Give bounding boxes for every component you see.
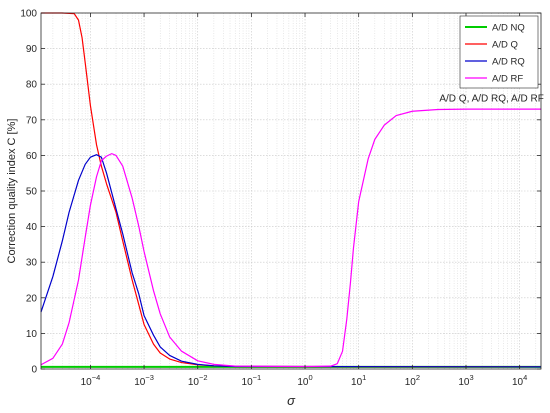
legend-label: A/D RF <box>492 74 523 85</box>
x-tick-label: 10−2 <box>188 373 208 388</box>
x-axis-title: σ <box>287 393 296 408</box>
y-tick-label: 70 <box>26 115 38 126</box>
x-tick-label: 104 <box>512 373 527 388</box>
x-tick-label: 10−4 <box>81 373 101 388</box>
x-tick-label: 101 <box>351 373 366 388</box>
series-line-a-d-q <box>41 12 542 368</box>
legend-label: A/D Q <box>492 40 518 51</box>
series-line-a-d-rf <box>40 108 541 368</box>
x-tick-label: 100 <box>297 373 312 388</box>
y-tick-label: 60 <box>26 151 38 162</box>
x-tick-label: 103 <box>458 373 473 388</box>
x-tick-label: 102 <box>405 373 420 388</box>
grid-lines <box>41 13 541 369</box>
y-tick-label: 20 <box>26 293 38 304</box>
legend: A/D NQ A/D Q A/D RQ A/D RF <box>459 15 539 89</box>
y-tick-label: 90 <box>26 44 38 55</box>
y-tick-label: 10 <box>26 329 38 340</box>
series-line-a-d-rq <box>40 154 542 368</box>
y-tick-label: 50 <box>26 187 38 198</box>
y-axis-title: Correction quality index C [%] <box>6 119 18 264</box>
y-tick-label: 30 <box>26 258 38 269</box>
x-tick-label: 10−1 <box>242 373 262 388</box>
y-tick-label: 100 <box>20 9 37 20</box>
chart-annotation: A/D Q, A/D RQ, A/D RF <box>439 93 543 104</box>
y-tick-label: 80 <box>26 80 38 91</box>
tick-labels: 0 10 20 30 40 50 60 70 80 90 100 10−4 10−3 10−2 10−1 10… <box>20 9 527 389</box>
y-tick-label: 0 <box>31 365 37 376</box>
legend-label: A/D NQ <box>492 23 525 34</box>
x-tick-label: 10−3 <box>134 373 154 388</box>
series-lines <box>40 12 542 368</box>
y-tick-label: 40 <box>26 222 38 233</box>
legend-label: A/D RQ <box>492 57 525 68</box>
